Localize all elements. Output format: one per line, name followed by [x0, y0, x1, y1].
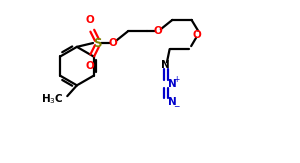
Text: O: O: [85, 61, 94, 71]
Text: N: N: [168, 97, 177, 107]
Text: O: O: [153, 26, 162, 37]
Text: S: S: [93, 37, 101, 50]
Text: +: +: [173, 75, 180, 84]
Text: O: O: [109, 38, 117, 48]
Text: O: O: [193, 30, 202, 40]
Text: N: N: [168, 79, 177, 89]
Text: N: N: [161, 60, 170, 70]
Text: −: −: [173, 102, 180, 111]
Text: O: O: [85, 15, 94, 25]
Text: H$_3$C: H$_3$C: [41, 92, 63, 106]
